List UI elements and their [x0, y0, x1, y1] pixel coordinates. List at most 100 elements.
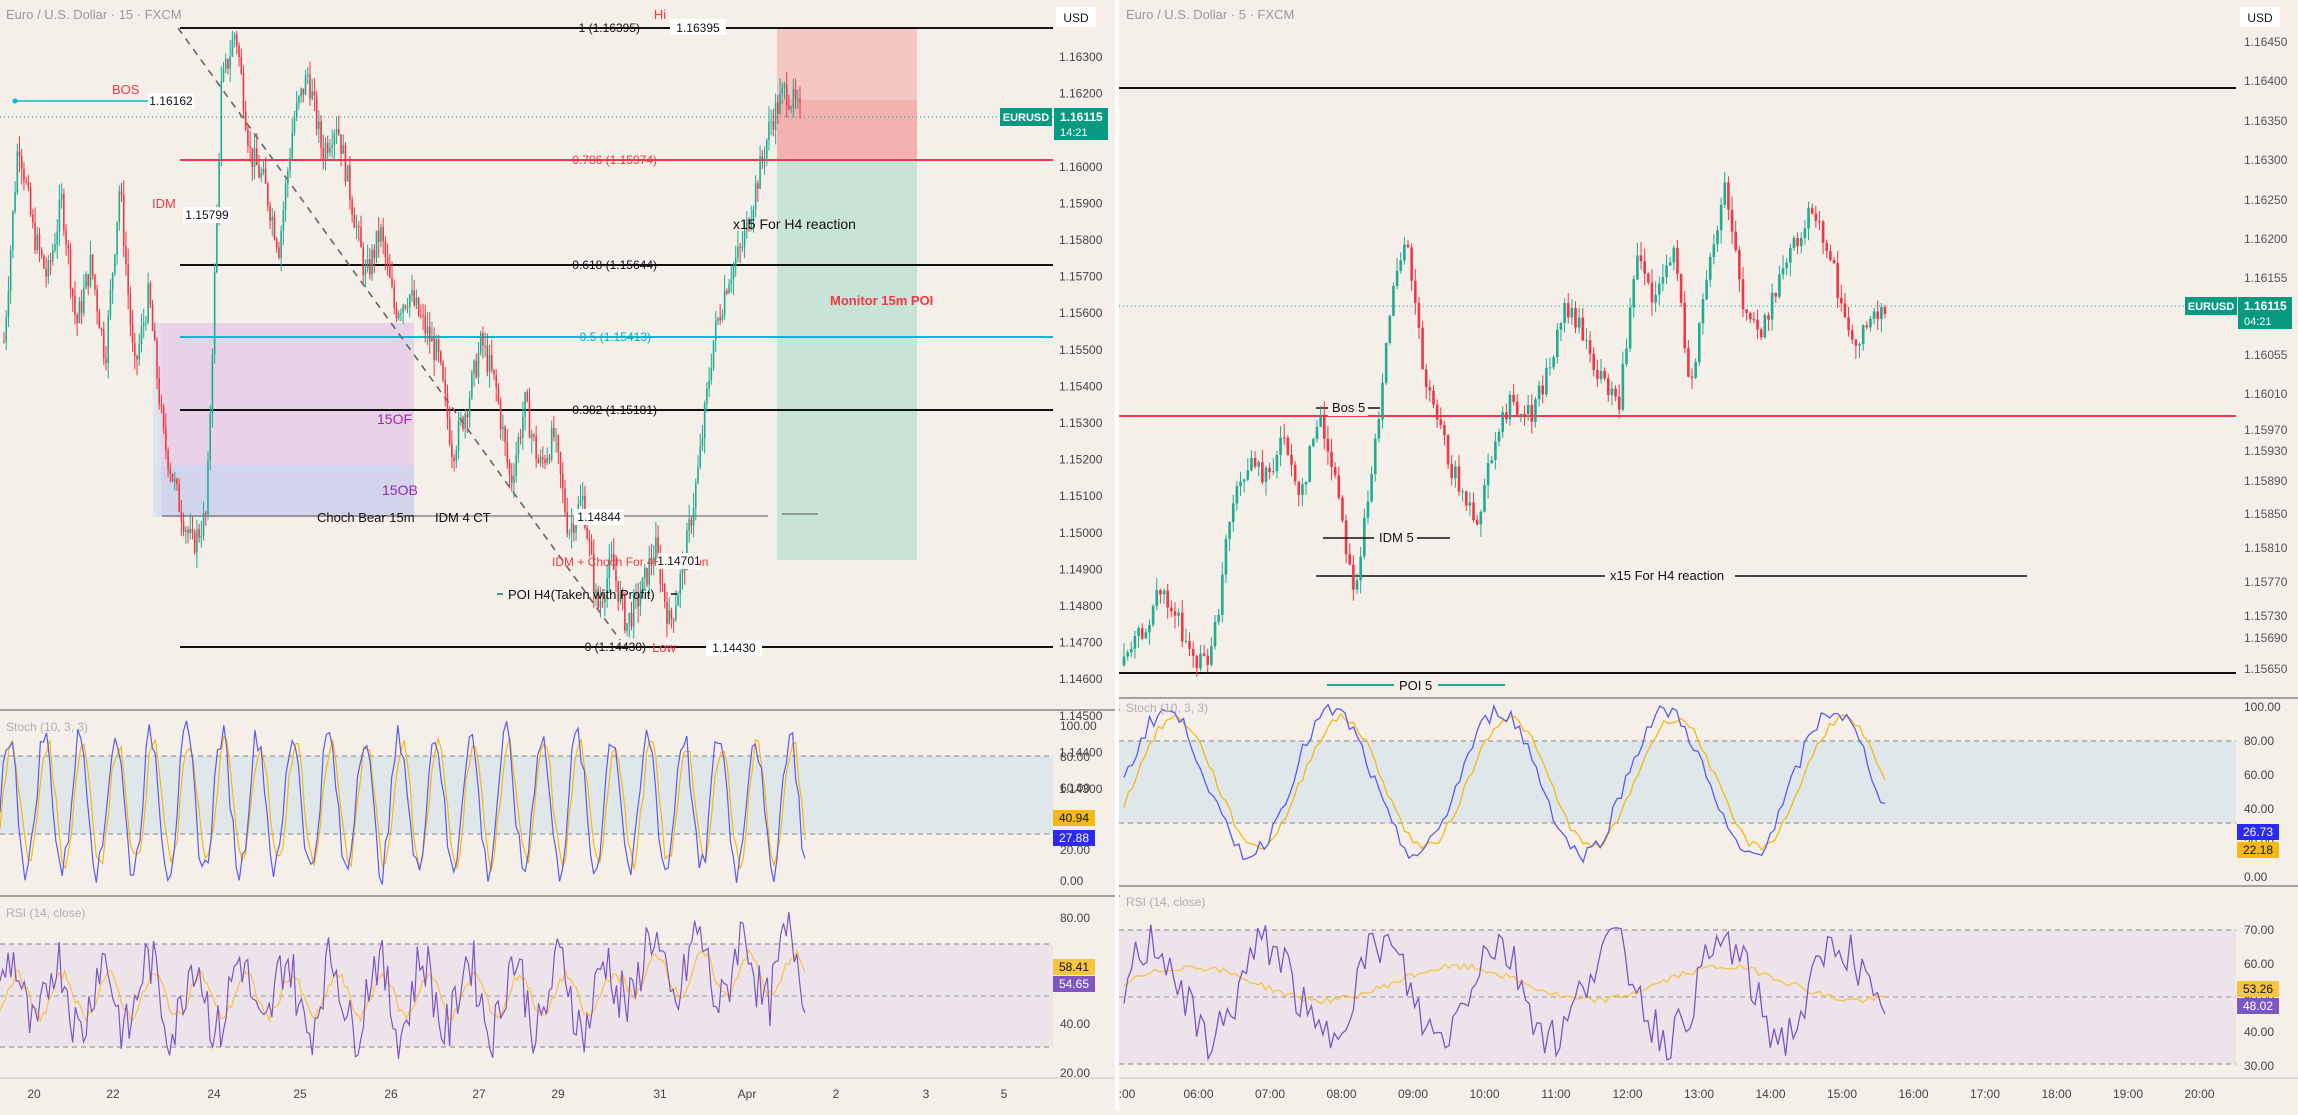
- left-candle: [404, 304, 407, 311]
- left-candle: [207, 451, 209, 520]
- right-price-tick: 1.15690: [2244, 631, 2288, 645]
- left-candle: [322, 134, 325, 170]
- left-candle: [550, 420, 553, 463]
- left-candle: [446, 384, 449, 430]
- right-price-tick: 1.16400: [2244, 74, 2288, 88]
- left-candle: [535, 425, 537, 468]
- left-price-tick: 1.15900: [1059, 196, 1103, 210]
- left-candle: [431, 321, 433, 342]
- left-candle: [40, 247, 43, 260]
- right-candle: [1774, 292, 1778, 303]
- left-price-tick: 1.16000: [1059, 160, 1103, 174]
- right-candle: [1177, 608, 1180, 627]
- left-candle: [391, 261, 393, 289]
- left-candle: [619, 581, 622, 605]
- left-candle: [355, 214, 358, 239]
- left-candle: [189, 513, 192, 540]
- right-time-tick: :00: [1119, 1087, 1136, 1101]
- left-candle: [528, 387, 531, 439]
- left-rsi-line: [0, 911, 806, 1059]
- left-candle: [335, 117, 338, 144]
- left-candle: [393, 279, 396, 315]
- left-candle: [196, 519, 198, 569]
- right-stoch-k-line: [1123, 703, 1886, 864]
- trend-swing-line[interactable]: [177, 27, 621, 641]
- right-candle: [1228, 521, 1231, 551]
- left-candle: [757, 180, 759, 202]
- left-candle: [193, 529, 196, 555]
- left-candle: [231, 30, 234, 58]
- left-candle: [610, 541, 613, 562]
- left-candle: [338, 115, 340, 136]
- right-currency-box[interactable]: [2240, 7, 2280, 27]
- right-candle: [1355, 573, 1359, 594]
- fib-label-1: 1 (1.16395): [579, 21, 640, 35]
- left-candle: [5, 310, 8, 351]
- right-rsi-tick: 70.00: [2244, 923, 2274, 937]
- left-candle: [69, 242, 72, 299]
- left-candle: [635, 583, 637, 609]
- bos5-label: Bos 5: [1332, 400, 1365, 415]
- left-rsi-value2: 54.65: [1059, 977, 1089, 991]
- right-candle: [1180, 600, 1184, 648]
- right-chart-panel: Bos 5 IDM 5 x15 For H4 reaction POI 5 Eu…: [1119, 7, 2298, 1101]
- right-rsi-value2: 48.02: [2243, 999, 2273, 1013]
- right-candle: [1858, 342, 1861, 358]
- panel-separator[interactable]: [1115, 0, 1119, 1110]
- left-candle: [553, 415, 555, 442]
- left-candle: [457, 411, 460, 460]
- fib-label-0: 0 (1.14430): [585, 640, 646, 654]
- right-candle: [1417, 296, 1421, 339]
- right-candle: [1566, 293, 1570, 324]
- right-candle: [1293, 461, 1297, 486]
- left-price-axis[interactable]: 1.163001.162001.161001.160001.159001.158…: [1059, 50, 1103, 796]
- left-price-tick: 1.15400: [1059, 379, 1103, 393]
- left-candle: [271, 208, 274, 237]
- left-candle: [408, 293, 411, 318]
- left-candle: [364, 259, 367, 288]
- left-candle: [719, 304, 721, 325]
- right-time-axis[interactable]: :00 06:00 07:00 08:00 09:00 10:00 11:00 12:00 13…: [1119, 1087, 2215, 1101]
- right-candle: [1719, 197, 1723, 244]
- left-candle: [559, 451, 562, 489]
- left-candle: [510, 463, 513, 492]
- left-candle: [732, 262, 735, 295]
- left-candle: [648, 545, 651, 596]
- left-candle: [768, 106, 770, 151]
- right-candle: [1880, 302, 1883, 333]
- left-chart-title: Euro / U.S. Dollar · 15 · FXCM: [6, 7, 182, 22]
- fib-label-0618: 0.618 (1.15644): [572, 258, 657, 272]
- idm-choch-price-box: [658, 553, 700, 569]
- right-candle: [1748, 311, 1752, 324]
- left-candle: [508, 458, 511, 489]
- left-candle: [524, 391, 526, 431]
- right-candle: [1792, 235, 1796, 251]
- right-rsi-tag1: [2237, 981, 2279, 997]
- right-rsi-tick: 40.00: [2244, 1025, 2274, 1039]
- left-candle: [49, 253, 52, 276]
- right-price: 1.16115: [2244, 299, 2287, 313]
- right-candle: [1326, 425, 1330, 465]
- right-price-axis[interactable]: 1.16450 1.16400 1.16350 1.16300 1.16250 1.162…: [2244, 35, 2288, 676]
- left-time-axis[interactable]: 20 22 24 25 26 27 29 31 Apr 2 3 5: [27, 1087, 1007, 1101]
- idm-4ct-price-box: [574, 509, 624, 525]
- left-price-tick: 1.16300: [1059, 50, 1103, 64]
- left-currency-box[interactable]: [1056, 7, 1096, 27]
- left-price-tick: 1.15800: [1059, 233, 1103, 247]
- left-candle: [453, 453, 455, 472]
- left-candle: [318, 110, 320, 144]
- idm-price-box: [183, 207, 231, 223]
- right-stoch-tick: 60.00: [2244, 768, 2274, 782]
- right-candle: [1268, 462, 1271, 480]
- right-candle: [1210, 637, 1213, 667]
- right-candle: [1486, 453, 1490, 499]
- right-candle: [1475, 514, 1479, 526]
- right-candle: [1479, 509, 1483, 537]
- right-candle: [1472, 492, 1475, 523]
- left-candle: [371, 243, 373, 281]
- right-candle: [1126, 649, 1129, 661]
- right-candle: [1512, 384, 1515, 406]
